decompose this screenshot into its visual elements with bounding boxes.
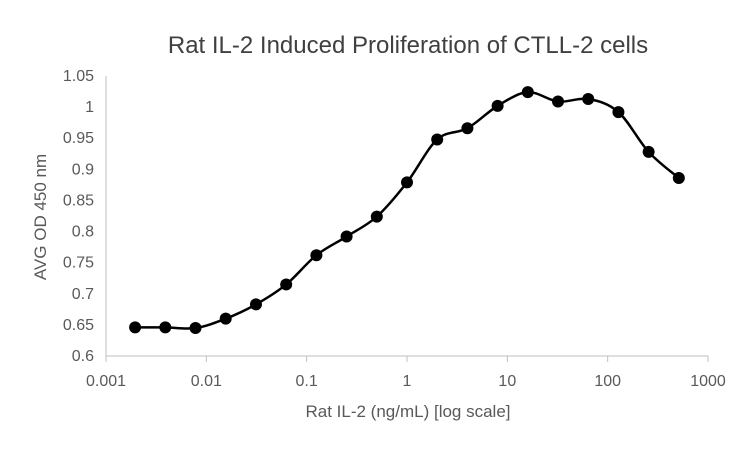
data-point	[189, 322, 202, 334]
data-point	[642, 145, 655, 158]
data-point	[340, 230, 353, 243]
y-tick-label: 0.9	[72, 161, 94, 178]
x-tick-label: 1	[403, 373, 412, 390]
data-point	[129, 321, 142, 334]
x-tick-label: 0.01	[191, 373, 222, 390]
x-axis-label: Rat IL-2 (ng/mL) [log scale]	[305, 402, 510, 421]
x-tick-labels: 0.001 0.01 0.1 1 10 100 1000	[86, 356, 726, 390]
data-point	[521, 86, 534, 99]
series	[129, 86, 685, 334]
y-tick-label: 0.65	[63, 317, 94, 334]
y-tick-label: 0.8	[72, 224, 94, 241]
x-tick-label: 100	[594, 373, 621, 390]
data-point	[612, 106, 625, 119]
y-tick-label: 0.85	[63, 192, 94, 209]
x-tick-label: 1000	[690, 373, 726, 390]
y-tick-label: 0.95	[63, 130, 94, 147]
data-point	[159, 321, 172, 334]
y-tick-label: 0.75	[63, 255, 94, 272]
y-tick-labels: 0.6 0.65 0.7 0.75 0.8 0.85 0.9 0.95 1 1.05	[63, 68, 94, 365]
data-point	[249, 298, 262, 311]
data-point	[431, 133, 444, 146]
data-point	[461, 122, 474, 135]
y-tick-label: 1.05	[63, 68, 94, 85]
data-point	[280, 278, 293, 291]
x-tick-label: 0.001	[86, 373, 126, 390]
series-line	[135, 90, 680, 330]
data-point	[219, 312, 232, 325]
chart-title: Rat IL-2 Induced Proliferation of CTLL-2…	[168, 32, 648, 59]
data-point	[582, 93, 595, 106]
data-point	[491, 99, 504, 112]
data-point	[310, 249, 323, 262]
x-tick-label: 10	[498, 373, 516, 390]
y-tick-label: 0.7	[72, 286, 94, 303]
data-point	[552, 95, 565, 108]
data-point	[672, 172, 685, 185]
x-tick-label: 0.1	[296, 373, 318, 390]
data-point	[401, 176, 413, 189]
y-tick-label: 0.6	[72, 348, 94, 365]
y-tick-label: 1	[85, 99, 94, 116]
data-point	[370, 210, 383, 223]
y-axis-label: AVG OD 450 nm	[31, 154, 50, 280]
